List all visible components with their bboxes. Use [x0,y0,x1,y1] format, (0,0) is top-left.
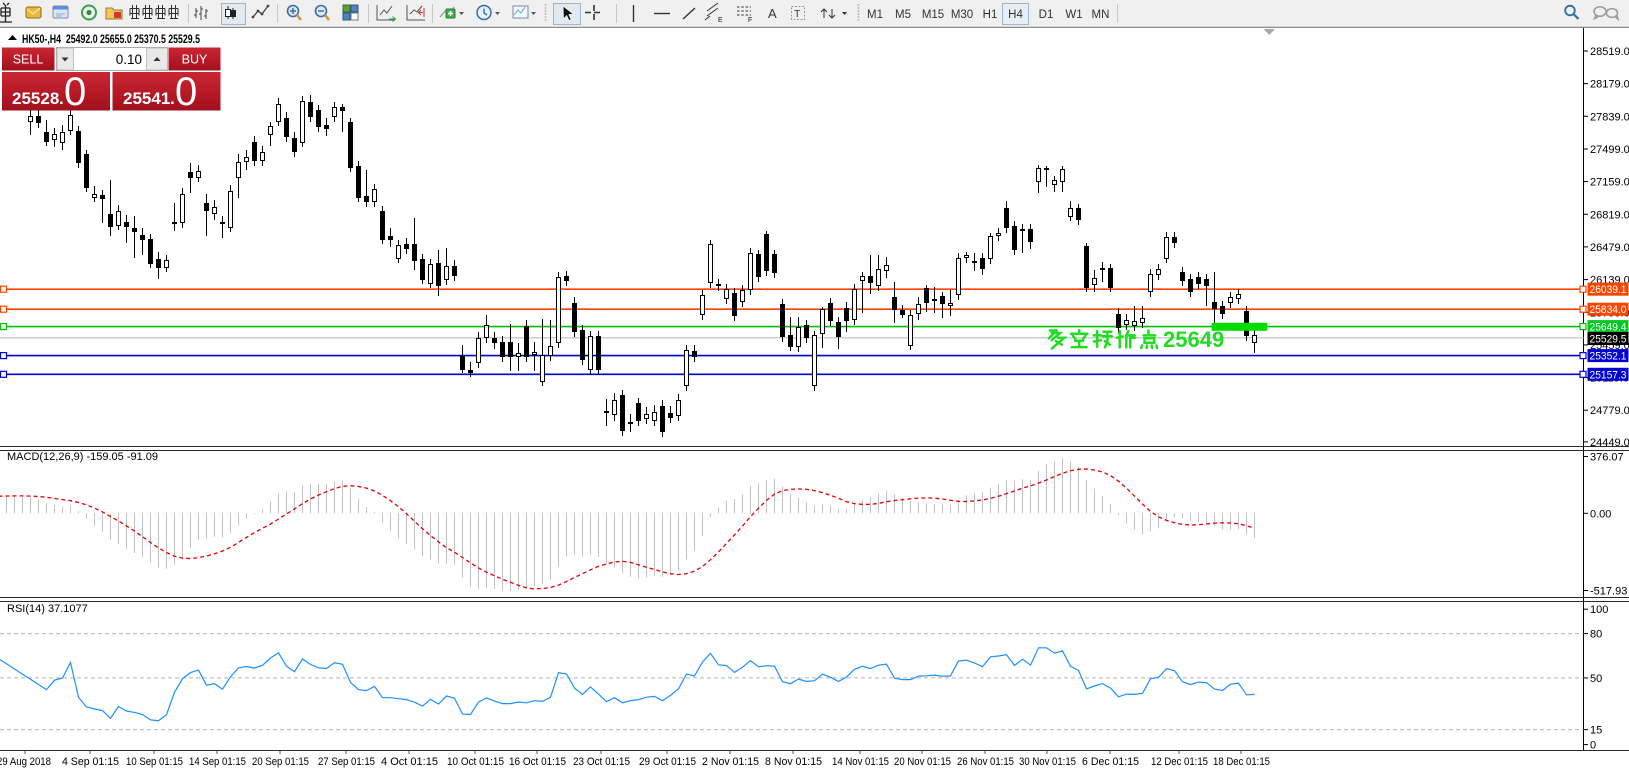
svg-text:28179.0: 28179.0 [1590,79,1629,91]
svg-text:26039.1: 26039.1 [1590,284,1627,296]
svg-text:0.10: 0.10 [116,52,142,67]
svg-text:30 Nov 01:15: 30 Nov 01:15 [1019,756,1076,768]
svg-text:29 Aug 2018: 29 Aug 2018 [0,756,51,768]
svg-text:23 Oct 01:15: 23 Oct 01:15 [573,756,630,768]
svg-text:20 Sep 01:15: 20 Sep 01:15 [252,756,309,768]
svg-text:HK50-,H4 25492.0 25655.0 2537: HK50-,H4 25492.0 25655.0 25370.5 25529.5 [22,32,200,46]
svg-text:26 Nov 01:15: 26 Nov 01:15 [957,756,1014,768]
svg-text:BUY: BUY [182,53,208,67]
svg-text:25541: 25541 [123,89,170,108]
svg-text:4 Oct 01:15: 4 Oct 01:15 [381,756,438,768]
svg-text:RSI(14) 37.1077: RSI(14) 37.1077 [7,603,88,615]
svg-text:14 Sep 01:15: 14 Sep 01:15 [189,756,246,768]
svg-text:25352.1: 25352.1 [1590,351,1627,363]
svg-text:F: F [748,17,752,24]
svg-text:15: 15 [1590,725,1602,737]
svg-text:2 Nov 01:15: 2 Nov 01:15 [702,756,759,768]
svg-text:M1: M1 [867,9,883,21]
svg-text:25649: 25649 [1163,327,1224,352]
svg-text:28519.0: 28519.0 [1590,46,1629,58]
svg-text:A: A [768,6,777,21]
svg-text:26819.0: 26819.0 [1590,209,1629,221]
svg-text:H1: H1 [983,9,998,21]
svg-text:29 Oct 01:15: 29 Oct 01:15 [639,756,696,768]
svg-text:.: . [59,89,64,108]
svg-text:80: 80 [1590,629,1602,641]
svg-text:10 Oct 01:15: 10 Oct 01:15 [447,756,504,768]
svg-text:W1: W1 [1065,9,1082,21]
svg-text:10 Sep 01:15: 10 Sep 01:15 [126,756,183,768]
svg-text:MN: MN [1092,9,1110,21]
svg-text:25528: 25528 [12,89,59,108]
svg-text:27159.0: 27159.0 [1590,177,1629,189]
svg-text:27499.0: 27499.0 [1590,144,1629,156]
svg-text:376.07: 376.07 [1590,452,1624,464]
svg-text:D1: D1 [1039,9,1054,21]
svg-text:0: 0 [64,70,86,114]
svg-text:0: 0 [175,70,197,114]
svg-text:M15: M15 [922,9,944,21]
svg-text:SELL: SELL [13,53,44,67]
svg-text:H4: H4 [1008,9,1023,21]
svg-text:0.00: 0.00 [1590,508,1611,520]
svg-text:18 Dec 01:15: 18 Dec 01:15 [1213,756,1270,768]
svg-text:26479.0: 26479.0 [1590,242,1629,254]
svg-text:16 Oct 01:15: 16 Oct 01:15 [509,756,566,768]
svg-text:24449.0: 24449.0 [1590,437,1629,449]
svg-text:20 Nov 01:15: 20 Nov 01:15 [894,756,951,768]
svg-text:25157.3: 25157.3 [1590,369,1627,381]
svg-text:MACD(12,26,9) -159.05 -91.09: MACD(12,26,9) -159.05 -91.09 [7,451,158,463]
svg-text:100: 100 [1590,604,1608,616]
svg-text:.: . [170,89,175,108]
svg-text:M5: M5 [895,9,911,21]
svg-text:4 Sep 01:15: 4 Sep 01:15 [62,756,119,768]
svg-text:12 Dec 01:15: 12 Dec 01:15 [1151,756,1208,768]
svg-text:-517.93: -517.93 [1590,586,1627,598]
svg-text:0: 0 [1590,740,1596,752]
svg-text:27839.0: 27839.0 [1590,111,1629,123]
svg-text:6 Dec 01:15: 6 Dec 01:15 [1082,756,1139,768]
svg-text:E: E [718,17,723,24]
svg-text:27 Sep 01:15: 27 Sep 01:15 [318,756,375,768]
svg-text:8 Nov 01:15: 8 Nov 01:15 [765,756,822,768]
svg-text:24779.0: 24779.0 [1590,405,1629,417]
svg-text:14 Nov 01:15: 14 Nov 01:15 [832,756,889,768]
svg-text:25529.5: 25529.5 [1590,334,1627,346]
svg-text:25834.0: 25834.0 [1590,304,1627,316]
svg-text:M30: M30 [951,9,973,21]
svg-text:25649.4: 25649.4 [1590,322,1627,334]
svg-text:50: 50 [1590,673,1602,685]
svg-text:T: T [794,8,801,20]
